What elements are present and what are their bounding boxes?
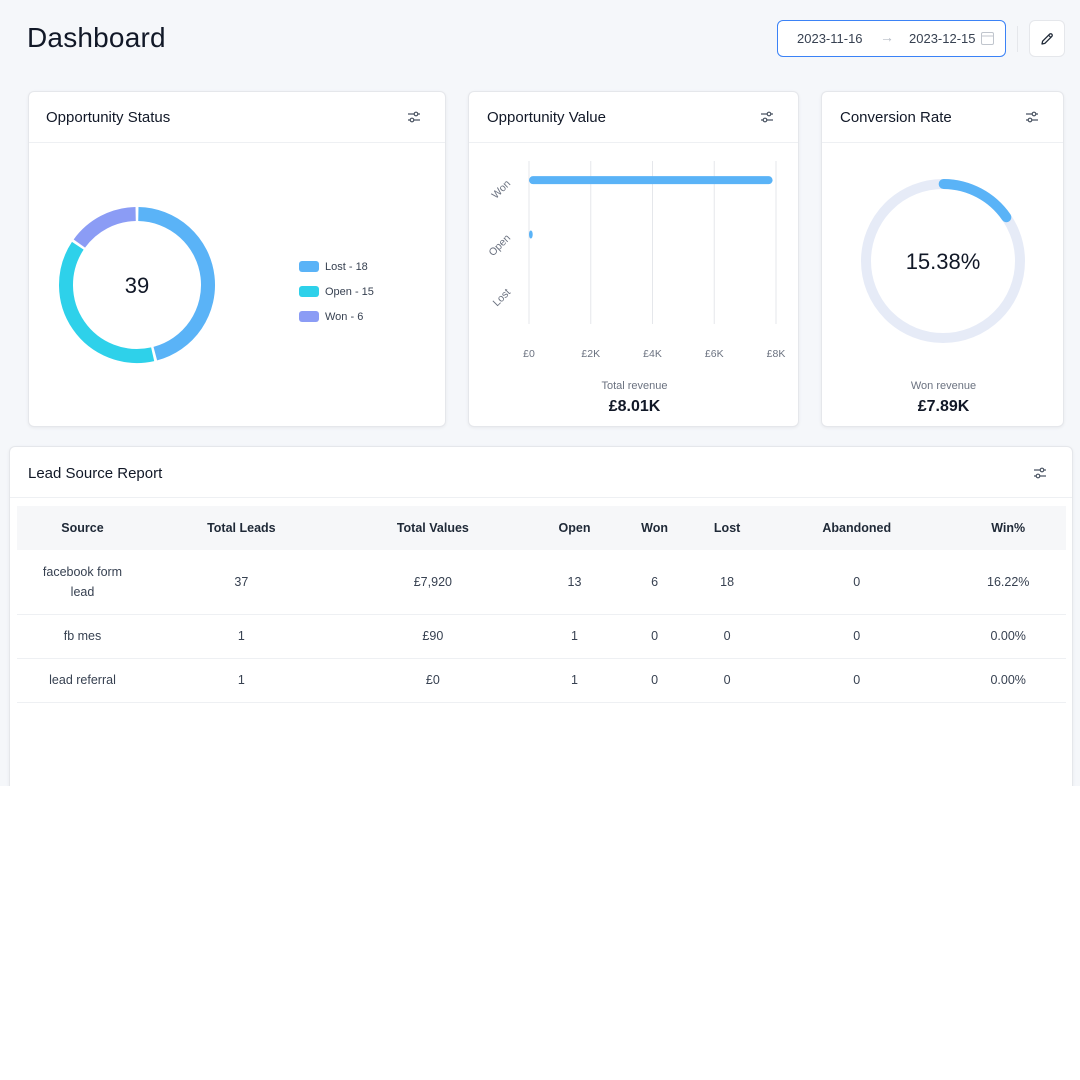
card-title: Lead Source Report	[28, 465, 163, 482]
cell-total-leads: 1	[148, 614, 335, 659]
bar-won[interactable]	[529, 176, 773, 185]
cell-lost: 18	[691, 550, 764, 615]
table-row[interactable]: facebook form lead 37 £7,920 13 6 18 0 1…	[17, 550, 1066, 615]
cell-abandoned: 0	[763, 614, 951, 659]
cell-source: lead referral	[17, 658, 148, 703]
cell-win-percent: 0.00%	[950, 614, 1066, 659]
edit-dashboard-button[interactable]	[1029, 20, 1065, 57]
legend-label: Lost - 18	[325, 260, 368, 273]
donut-slice-lost[interactable]	[138, 207, 215, 361]
opportunity-status-donut: 39	[59, 207, 215, 363]
card-title: Conversion Rate	[840, 109, 952, 126]
start-date-input[interactable]: 2023-11-16	[797, 31, 863, 46]
legend-swatch-lost	[299, 261, 319, 272]
cell-open: 1	[530, 658, 619, 703]
legend-item-lost[interactable]: Lost - 18	[299, 254, 374, 279]
cell-win-percent: 0.00%	[950, 658, 1066, 703]
filter-settings-icon[interactable]	[1033, 466, 1047, 480]
column-header-total-leads[interactable]: Total Leads	[148, 506, 335, 550]
cell-won: 0	[618, 658, 692, 703]
cell-won: 6	[618, 550, 692, 615]
legend-label: Won - 6	[325, 310, 364, 323]
cell-source: fb mes	[17, 614, 148, 659]
arrow-right-icon: →	[880, 29, 894, 45]
cell-total-values: £7,920	[334, 550, 531, 615]
donut-center-total: 39	[125, 273, 149, 298]
x-tick-label: £2K	[581, 348, 600, 360]
y-category-label: Open	[486, 232, 513, 259]
total-revenue-value: £8.01K	[608, 398, 661, 415]
won-revenue-label: Won revenue	[910, 380, 977, 392]
x-tick-label: £4K	[643, 348, 662, 360]
column-header-won[interactable]: Won	[618, 506, 692, 550]
card-header: Opportunity Value	[469, 92, 798, 143]
cell-abandoned: 0	[763, 550, 951, 615]
cell-total-values: £90	[334, 614, 531, 659]
date-range-picker[interactable]: 2023-11-16 → 2023-12-15	[777, 20, 1006, 57]
legend-swatch-won	[299, 311, 319, 322]
column-header-abandoned[interactable]: Abandoned	[763, 506, 951, 550]
cell-lost: 0	[691, 614, 764, 659]
bar-open[interactable]	[529, 230, 533, 239]
filter-settings-icon[interactable]	[760, 110, 774, 124]
cell-abandoned: 0	[763, 658, 951, 703]
dashboard-app: Dashboard 2023-11-16 → 2023-12-15 Opport…	[9, 20, 1073, 786]
x-tick-label: £0	[523, 348, 535, 360]
donut-slice-won[interactable]	[73, 207, 137, 248]
page-title: Dashboard	[27, 22, 166, 53]
filter-settings-icon[interactable]	[1025, 110, 1039, 124]
cell-text: facebook form lead	[42, 564, 123, 599]
legend-item-won[interactable]: Won - 6	[299, 304, 374, 329]
gauge-progress	[938, 179, 1012, 223]
header-divider	[1017, 26, 1018, 52]
end-date-input[interactable]: 2023-12-15	[909, 31, 976, 46]
cell-total-leads: 37	[148, 550, 335, 615]
calendar-icon[interactable]	[981, 31, 994, 45]
column-header-win-percent[interactable]: Win%	[950, 506, 1066, 550]
opportunity-value-card: Opportunity Value £0 £2K £4K £6K £8K Won Open L…	[468, 91, 799, 427]
y-category-label: Lost	[491, 286, 514, 309]
column-header-open[interactable]: Open	[530, 506, 619, 550]
cell-total-values: £0	[334, 658, 531, 703]
y-category-label: Won	[489, 178, 513, 202]
table-row[interactable]: lead referral 1 £0 1 0 0 0 0.00%	[17, 658, 1066, 703]
table-header-row: Source Total Leads Total Values Open Won…	[17, 506, 1066, 550]
column-header-lost[interactable]: Lost	[691, 506, 764, 550]
card-title: Opportunity Value	[487, 109, 606, 126]
cell-open: 1	[530, 614, 619, 659]
conversion-rate-value: 15.38%	[906, 249, 981, 274]
status-legend: Lost - 18 Open - 15 Won - 6	[299, 254, 374, 329]
card-header: Conversion Rate	[822, 92, 1063, 143]
legend-swatch-open	[299, 286, 319, 297]
cell-win-percent: 16.22%	[950, 550, 1066, 615]
cell-source: facebook form lead	[17, 550, 148, 615]
card-title: Opportunity Status	[46, 109, 171, 126]
x-tick-label: £6K	[705, 348, 724, 360]
opportunity-value-bar-chart: £0 £2K £4K £6K £8K Won Open Lost	[486, 161, 786, 360]
conversion-rate-gauge: 15.38%	[861, 179, 1025, 343]
x-tick-label: £8K	[767, 348, 786, 360]
card-header: Opportunity Status	[29, 92, 445, 143]
cell-open: 13	[530, 550, 619, 615]
table-row[interactable]: fb mes 1 £90 1 0 0 0 0.00%	[17, 614, 1066, 659]
legend-item-open[interactable]: Open - 15	[299, 279, 374, 304]
opportunity-status-card: Opportunity Status 39 Lost - 18 Open - 1…	[28, 91, 446, 427]
won-revenue-value: £7.89K	[917, 398, 970, 415]
cell-lost: 0	[691, 658, 764, 703]
lead-source-table: Source Total Leads Total Values Open Won…	[17, 506, 1066, 703]
cell-total-leads: 1	[148, 658, 335, 703]
donut-slice-open[interactable]	[59, 241, 155, 363]
pencil-icon	[1041, 32, 1053, 45]
filter-settings-icon[interactable]	[407, 110, 421, 124]
legend-label: Open - 15	[325, 285, 374, 298]
total-revenue-label: Total revenue	[601, 380, 668, 392]
cell-won: 0	[618, 614, 692, 659]
conversion-rate-card: Conversion Rate 15.38% Won revenue £7.89…	[821, 91, 1064, 427]
lead-source-report-card: Lead Source Report Source Total Leads To…	[9, 446, 1073, 786]
column-header-total-values[interactable]: Total Values	[334, 506, 531, 550]
column-header-source[interactable]: Source	[17, 506, 148, 550]
card-header: Lead Source Report	[10, 447, 1072, 498]
